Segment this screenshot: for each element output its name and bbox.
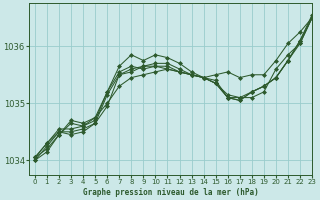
X-axis label: Graphe pression niveau de la mer (hPa): Graphe pression niveau de la mer (hPa) [83,188,258,197]
